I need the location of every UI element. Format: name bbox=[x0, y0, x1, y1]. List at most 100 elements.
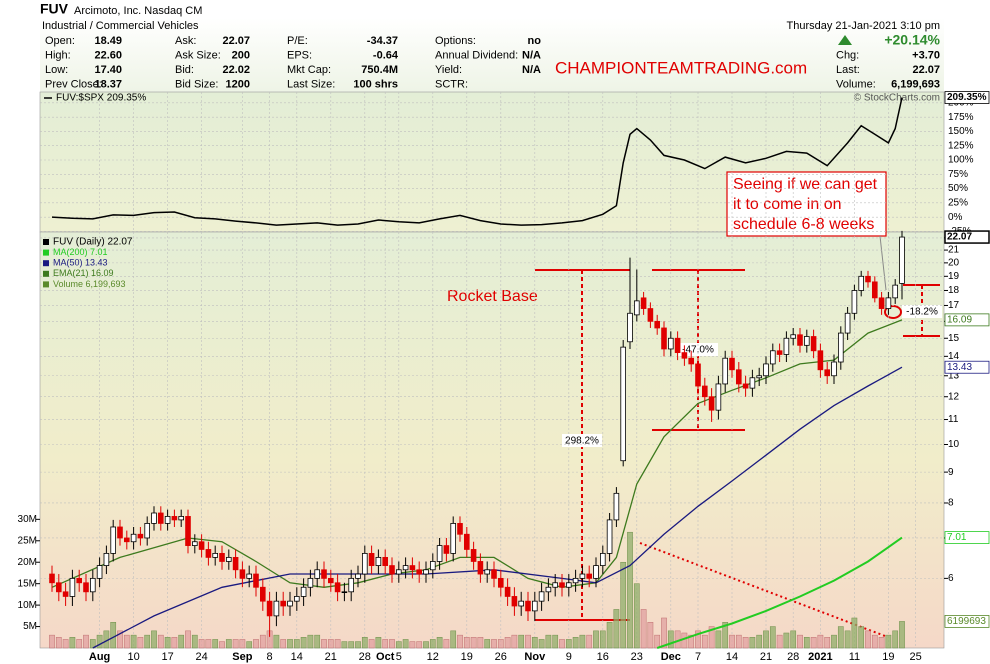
candle-body bbox=[484, 569, 490, 575]
volume-bar bbox=[885, 634, 892, 649]
candle-body bbox=[668, 337, 674, 350]
company: Arcimoto, Inc. Nasdaq CM bbox=[74, 5, 202, 17]
x-tick-label: Sep bbox=[232, 651, 252, 663]
candle-body bbox=[191, 541, 198, 546]
candle-body bbox=[688, 357, 694, 365]
legend-swatch bbox=[43, 260, 49, 267]
annotation: -47.0% bbox=[682, 345, 714, 356]
field-label: Prev Close: bbox=[45, 78, 102, 90]
industry: Industrial / Commercial Vehicles bbox=[42, 20, 199, 32]
volume-bar bbox=[742, 637, 749, 649]
volume-bar bbox=[627, 531, 633, 649]
candle-body bbox=[838, 332, 844, 363]
note-text: Seeing if we can get bbox=[733, 176, 878, 193]
volume-bar bbox=[293, 639, 300, 649]
candle-body bbox=[137, 533, 144, 539]
x-tick-label: 7 bbox=[695, 651, 701, 663]
candle-body bbox=[790, 334, 796, 339]
volume-bar bbox=[280, 639, 287, 649]
x-tick-label: 28 bbox=[787, 651, 799, 663]
volume-bar bbox=[572, 637, 579, 649]
volume-bar bbox=[756, 634, 763, 649]
rs-line bbox=[51, 97, 903, 226]
rs-tick-label: 150% bbox=[948, 126, 974, 137]
volume-tick-label: 20M bbox=[18, 557, 37, 568]
volume-bar bbox=[565, 639, 572, 649]
volume-tick-label: 10M bbox=[18, 600, 37, 611]
volume-bar bbox=[402, 639, 409, 649]
candle-body bbox=[559, 582, 565, 588]
candle-body bbox=[416, 569, 422, 575]
volume-bar bbox=[892, 630, 899, 649]
legend-swatch bbox=[43, 281, 49, 288]
volume-bar bbox=[497, 639, 504, 649]
note-pointer bbox=[879, 235, 887, 291]
field-label: Chg: bbox=[836, 49, 859, 61]
volume-bar bbox=[409, 641, 416, 649]
volume-bar bbox=[899, 621, 905, 649]
x-tick-label: 28 bbox=[359, 651, 371, 663]
volume-bar bbox=[307, 634, 314, 649]
candle-body bbox=[804, 336, 810, 346]
x-tick-label: 12 bbox=[427, 651, 439, 663]
candle-body bbox=[634, 300, 640, 316]
volume-bar bbox=[851, 617, 858, 649]
candle-body bbox=[157, 512, 164, 524]
volume-bar bbox=[559, 639, 565, 649]
volume-bar bbox=[667, 630, 674, 649]
volume-bar bbox=[817, 634, 824, 649]
y-tick-label: 19 bbox=[948, 271, 960, 282]
volume-bar bbox=[776, 634, 783, 649]
volume-bar bbox=[429, 639, 436, 649]
candle-body bbox=[389, 565, 395, 575]
candle-body bbox=[613, 492, 620, 521]
volume-bar bbox=[151, 630, 157, 649]
candle-body bbox=[824, 369, 830, 377]
volume-bar bbox=[504, 637, 511, 649]
annotation: Rocket Base bbox=[447, 288, 538, 305]
candle-body bbox=[878, 297, 885, 309]
x-tick-label: 14 bbox=[726, 651, 738, 663]
candle-body bbox=[627, 312, 633, 343]
candle-body bbox=[497, 577, 504, 588]
note-text: it to come in on bbox=[733, 196, 842, 213]
volume-bar bbox=[327, 639, 334, 649]
volume-bar bbox=[96, 634, 103, 649]
y-tick-label: 8 bbox=[948, 498, 954, 509]
candle-body bbox=[314, 569, 320, 579]
volume-bar bbox=[253, 639, 259, 649]
field-value: 17.40 bbox=[94, 64, 122, 76]
candle-body bbox=[436, 545, 443, 562]
volume-bar bbox=[110, 622, 117, 649]
volume-bar bbox=[491, 639, 497, 649]
volume-bar bbox=[191, 634, 198, 649]
field-value: -0.64 bbox=[373, 49, 399, 61]
volume-bar bbox=[865, 630, 871, 649]
volume-bar bbox=[62, 639, 69, 649]
candle-body bbox=[681, 352, 688, 359]
candle-body bbox=[620, 346, 626, 462]
annotation-bg bbox=[902, 305, 942, 318]
candle-body bbox=[552, 582, 558, 588]
rs-tick-label: 25% bbox=[948, 197, 968, 208]
candle-body bbox=[729, 357, 735, 371]
field-value: N/A bbox=[522, 49, 541, 61]
candle-body bbox=[151, 512, 157, 524]
candle-body bbox=[327, 577, 334, 584]
field-label: Bid Size: bbox=[175, 78, 218, 90]
volume-bar bbox=[368, 639, 375, 649]
legend-entry: MA(200) 7.01 bbox=[53, 247, 108, 257]
candle-body bbox=[600, 552, 606, 566]
y-tick-label: 12 bbox=[948, 391, 960, 402]
field-value: +3.70 bbox=[912, 49, 940, 61]
axis-marker-label: 16.09 bbox=[947, 315, 972, 326]
candle-body bbox=[749, 377, 756, 389]
symbol: FUV bbox=[40, 1, 69, 17]
legend-swatch bbox=[43, 249, 49, 256]
candle-body bbox=[776, 350, 783, 355]
volume-bar bbox=[701, 634, 708, 649]
candle-body bbox=[355, 573, 361, 579]
candle-body bbox=[443, 545, 450, 554]
volume-bar bbox=[219, 641, 225, 649]
volume-bar bbox=[613, 609, 620, 649]
